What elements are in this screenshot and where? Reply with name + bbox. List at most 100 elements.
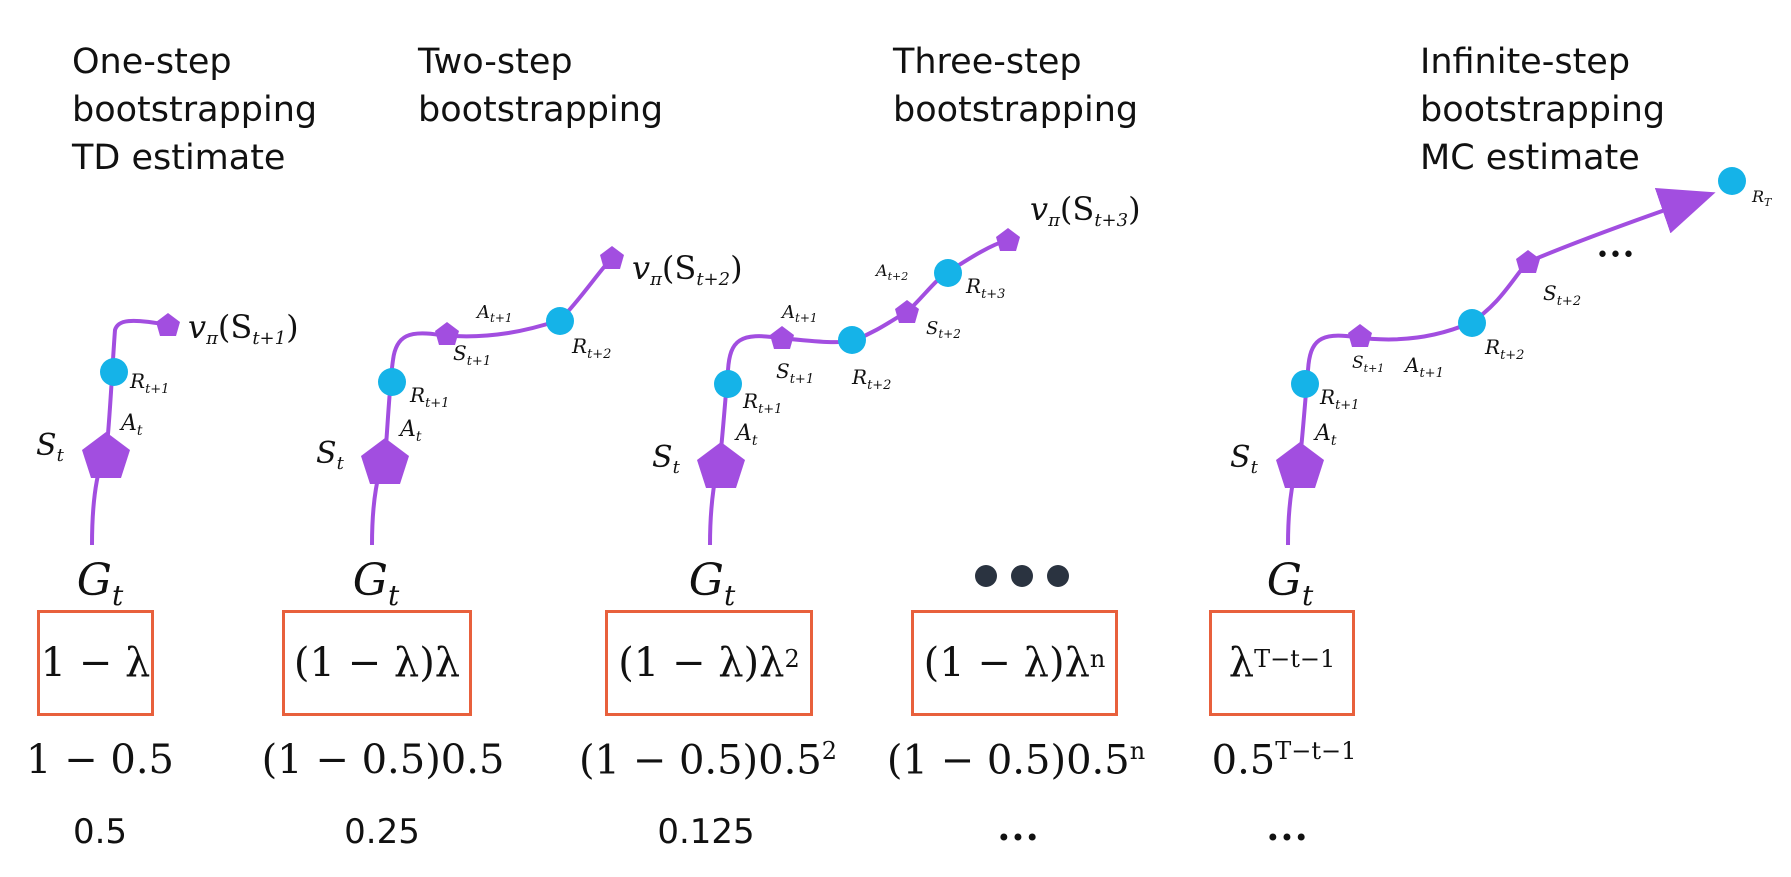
example-value-two-step: 0.25 <box>344 812 420 852</box>
reward-node <box>546 307 574 335</box>
infinite-step-path <box>1276 167 1746 546</box>
reward-node <box>100 358 128 386</box>
state-node <box>156 313 180 336</box>
dot <box>975 565 997 587</box>
example-expr-n-step: (1 − 0.5)0.5n <box>886 737 1146 784</box>
title-line: bootstrapping <box>72 90 318 130</box>
weight-sup: T−t−1 <box>1254 645 1336 673</box>
reward-node <box>1291 370 1319 398</box>
state-st-node <box>82 432 130 478</box>
weight-box-three-step: (1 − λ)λ 2 <box>605 610 813 716</box>
state-node <box>770 326 794 349</box>
state-node <box>435 322 459 345</box>
label-a1: At+1 <box>475 302 513 325</box>
title-line: Infinite-step <box>1420 42 1631 82</box>
weight-box-one-step: 1 − λ <box>37 610 154 716</box>
label-v3: vπ(St+3) <box>1030 190 1141 231</box>
return-label: Gt <box>76 555 124 612</box>
state-node <box>1348 324 1372 347</box>
reward-node-terminal <box>1718 167 1746 195</box>
state-node <box>895 300 919 323</box>
label-at: At <box>119 411 143 439</box>
label-a1: At+1 <box>780 302 818 325</box>
label-s1: St+1 <box>776 359 814 387</box>
weight-sup: n <box>1089 645 1106 673</box>
reward-node <box>1458 309 1486 337</box>
label-st: St <box>36 428 65 466</box>
label-r3: Rt+3 <box>965 274 1005 302</box>
label-rT: RT <box>1751 187 1773 209</box>
state-node <box>600 246 624 269</box>
label-a1: At+1 <box>1403 353 1444 381</box>
state-st-node <box>697 442 745 488</box>
example-value-infinite-step: ••• <box>1265 824 1309 852</box>
label-at: At <box>1313 421 1337 449</box>
label-r2: Rt+2 <box>571 334 611 362</box>
label-a2: At+2 <box>874 261 908 283</box>
example-value-n-step: ••• <box>996 824 1040 852</box>
weight-expr: λ <box>1228 640 1255 686</box>
weight-expr: 1 − λ <box>40 640 151 686</box>
column-title-one-step: One-step bootstrapping TD estimate <box>72 38 317 182</box>
label-s2: St+2 <box>926 318 961 341</box>
dot <box>1047 565 1069 587</box>
weight-box-n-step: (1 − λ)λ n <box>911 610 1118 716</box>
weight-box-two-step: (1 − λ)λ <box>282 610 472 716</box>
label-r2: Rt+2 <box>1484 335 1524 363</box>
state-node <box>996 228 1020 251</box>
label-st: St <box>316 436 345 474</box>
label-v1: vπ(St+1) <box>188 308 299 349</box>
title-line: MC estimate <box>1420 138 1640 178</box>
label-s1: St+1 <box>453 341 491 369</box>
example-value-three-step: 0.125 <box>657 812 755 852</box>
column-title-infinite-step: Infinite-step bootstrapping MC estimate <box>1420 38 1665 182</box>
dot <box>1011 565 1033 587</box>
title-line: Two-step <box>418 42 573 82</box>
state-st-node <box>1276 442 1324 488</box>
return-label: Gt <box>352 555 400 612</box>
label-at: At <box>734 421 758 449</box>
label-s2: St+2 <box>1543 281 1581 309</box>
return-label: Gt <box>1266 555 1314 612</box>
weight-expr: (1 − λ)λ <box>618 640 785 686</box>
example-value-one-step: 0.5 <box>72 812 128 852</box>
example-expr-one-step: 1 − 0.5 <box>25 737 175 783</box>
state-st-node <box>361 438 409 484</box>
title-line: One-step <box>72 42 232 82</box>
example-expr-two-step: (1 − 0.5)0.5 <box>261 737 505 783</box>
weight-box-infinite-step: λ T−t−1 <box>1209 610 1355 716</box>
reward-node <box>378 368 406 396</box>
weight-expr: (1 − λ)λ <box>293 640 461 686</box>
column-title-two-step: Two-step bootstrapping <box>418 38 663 134</box>
label-v2: vπ(St+2) <box>632 249 743 290</box>
title-line: TD estimate <box>72 138 286 178</box>
weight-expr: (1 − λ)λ <box>923 640 1090 686</box>
state-node <box>1516 250 1540 273</box>
label-at: At <box>398 417 422 445</box>
two-step-path <box>361 246 624 546</box>
title-line: bootstrapping <box>418 90 664 130</box>
return-label: Gt <box>688 555 736 612</box>
reward-node <box>838 326 866 354</box>
label-st: St <box>652 440 681 478</box>
column-title-three-step: Three-step bootstrapping <box>893 38 1138 134</box>
reward-node <box>714 370 742 398</box>
reward-node <box>934 259 962 287</box>
label-ellipsis: ••• <box>1596 243 1635 268</box>
three-step-path <box>697 228 1020 546</box>
example-expr-three-step: (1 − 0.5)0.52 <box>578 737 838 784</box>
weight-sup: 2 <box>784 645 800 673</box>
title-line: bootstrapping <box>1420 90 1666 130</box>
label-s1: St+1 <box>1352 353 1384 375</box>
label-r1: Rt+1 <box>1319 385 1359 413</box>
label-r1: Rt+1 <box>129 369 169 397</box>
ellipsis-dots <box>975 565 1083 591</box>
label-st: St <box>1230 440 1259 478</box>
label-r2: Rt+2 <box>851 365 891 393</box>
label-r1: Rt+1 <box>742 389 782 417</box>
label-r1: Rt+1 <box>409 383 449 411</box>
example-expr-infinite-step: 0.5T−t−1 <box>1211 737 1357 784</box>
title-line: Three-step <box>893 42 1082 82</box>
title-line: bootstrapping <box>893 90 1139 130</box>
